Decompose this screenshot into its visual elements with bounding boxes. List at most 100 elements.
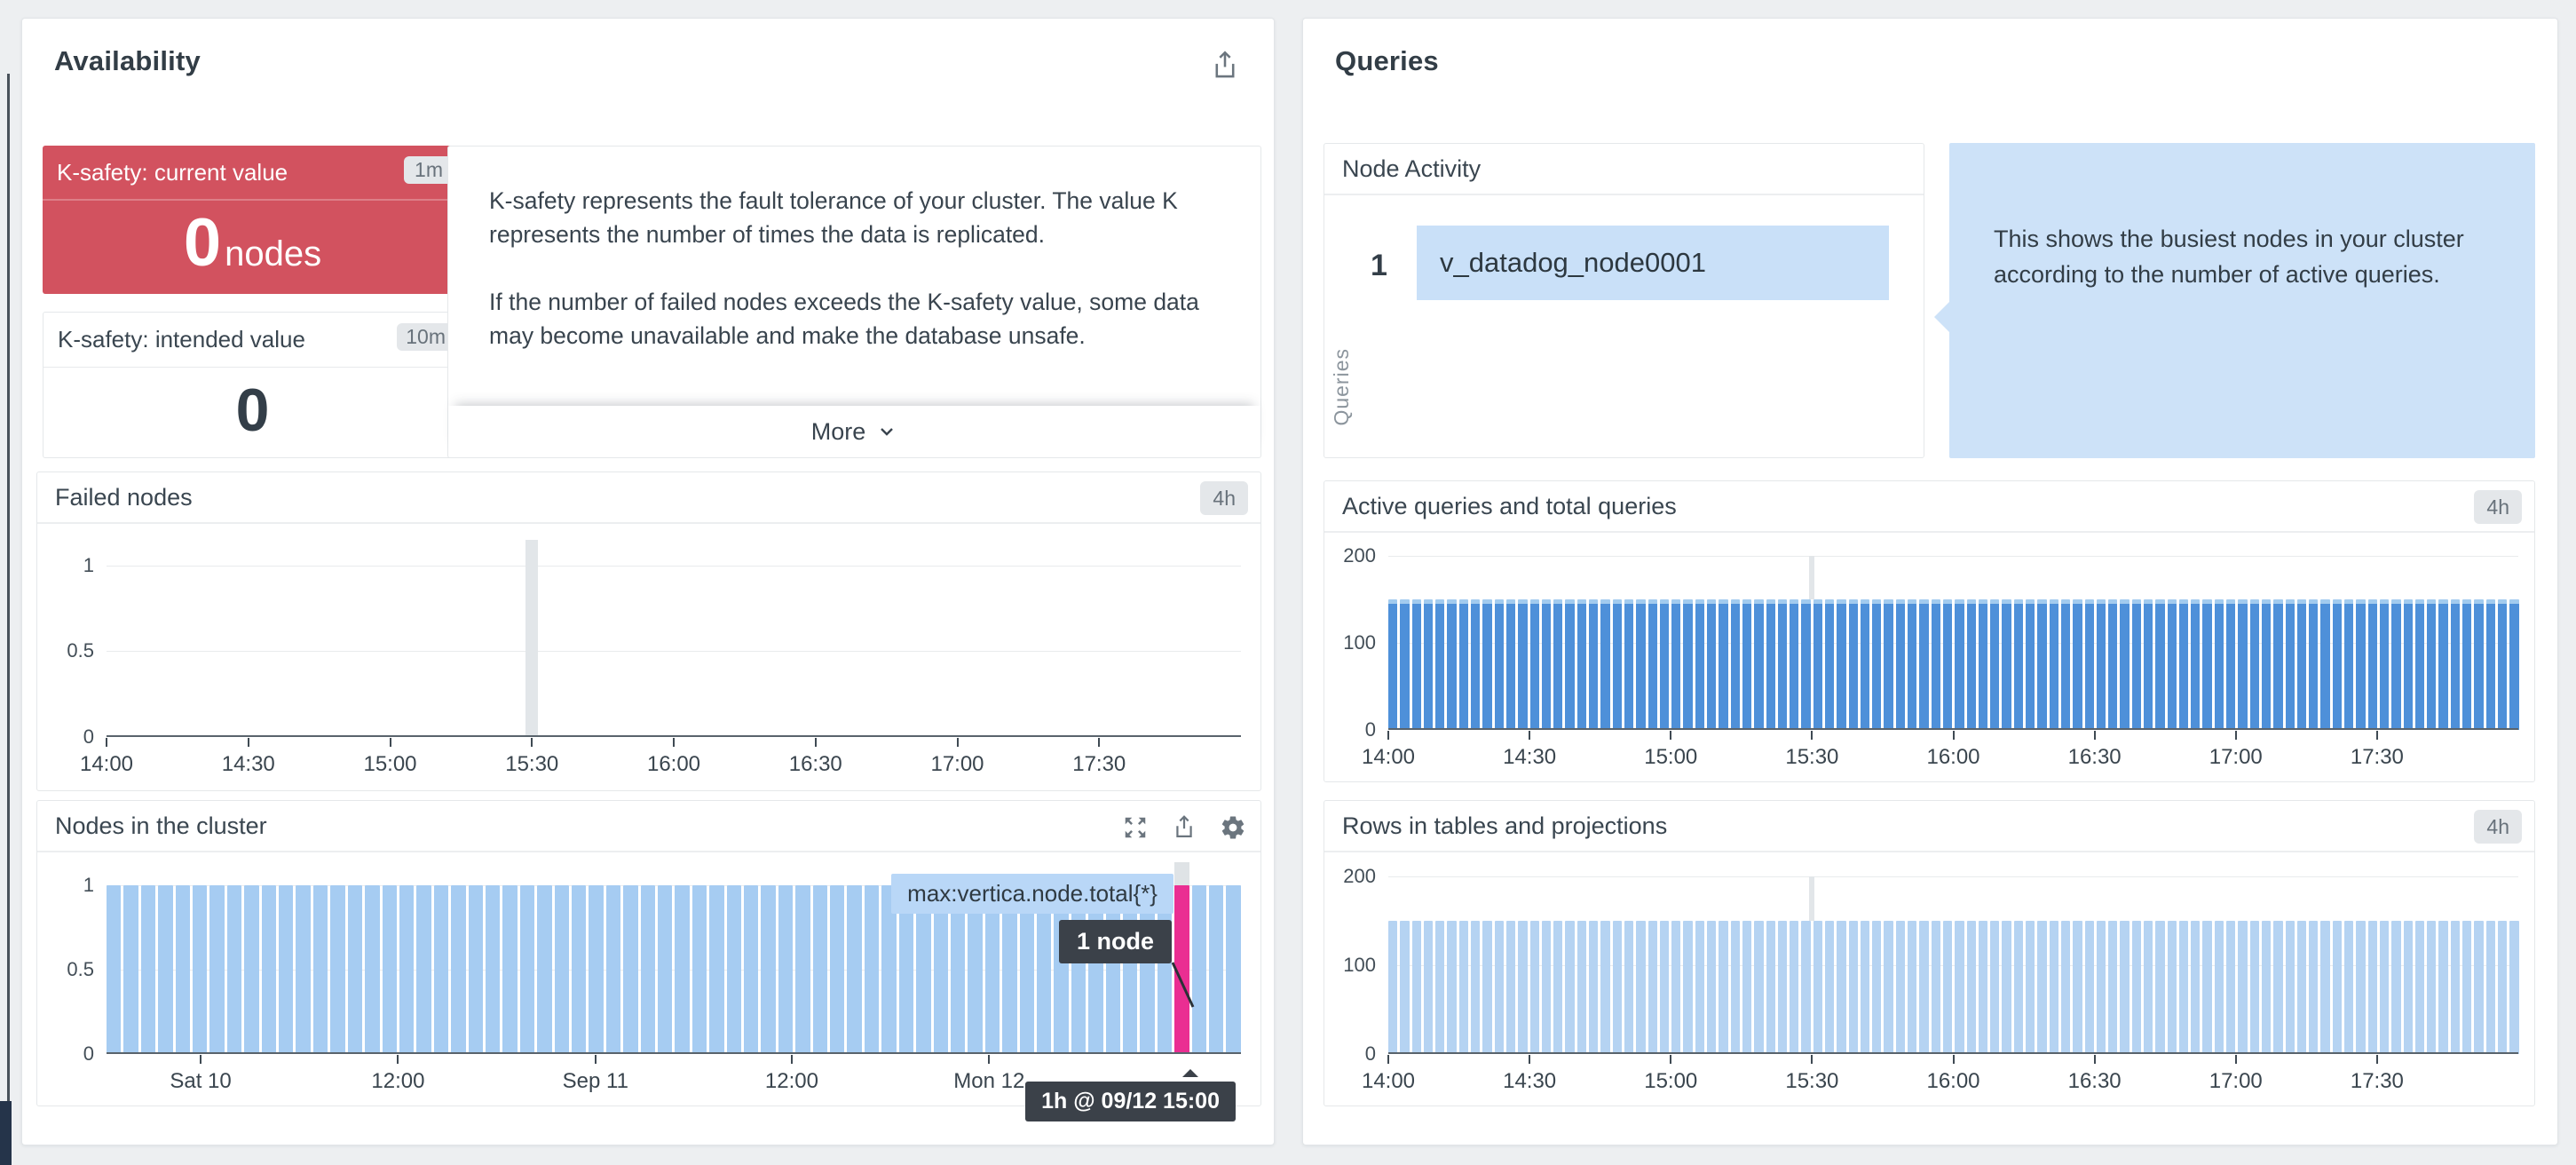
chart-bar[interactable] [881,885,897,1054]
chart-bar[interactable] [2202,599,2212,730]
chart-bar[interactable] [2332,920,2343,1054]
chart-bar[interactable] [1978,599,1988,730]
chart-bar[interactable] [1895,920,1906,1054]
chart-bar[interactable] [2131,599,2141,730]
chart-bar[interactable] [1860,920,1870,1054]
chart-bar[interactable] [968,885,983,1054]
chart-bar[interactable] [1659,920,1670,1054]
chart-bar[interactable] [1978,920,1988,1054]
chart-bar[interactable] [2438,920,2448,1054]
chart-bar[interactable] [1966,599,1976,730]
chart-bar[interactable] [1824,599,1835,730]
chart-bar[interactable] [1942,599,1953,730]
chart-bar[interactable] [1801,920,1811,1054]
plot-area[interactable]: 0 0.5 1 14:00 14:30 15:00 15:30 16:00 16:30 17:00… [67,540,1241,776]
chart-bar[interactable] [2309,599,2319,730]
failed-nodes-chart[interactable]: 0 0.5 1 14:00 14:30 15:00 15:30 16:00 16:30 17:00… [37,524,1260,790]
more-button[interactable]: More [448,406,1260,457]
chart-bar[interactable] [1529,599,1539,730]
chart-bar[interactable] [158,885,173,1054]
chart-bar[interactable] [2238,920,2248,1054]
chart-bar[interactable] [812,885,828,1054]
chart-bar[interactable] [2060,920,2071,1054]
chart-bar[interactable] [2474,599,2484,730]
chart-bar[interactable] [1683,920,1693,1054]
chart-bar[interactable] [2037,599,2047,730]
chart-bar[interactable] [1955,599,1964,730]
chart-bar[interactable] [2202,920,2212,1054]
chart-bar[interactable] [1837,599,1846,730]
chart-bar[interactable] [1423,599,1434,730]
chart-bar[interactable] [571,885,587,1054]
chart-bar[interactable] [2037,920,2047,1054]
chart-bar[interactable] [1541,599,1552,730]
chart-bar[interactable] [2367,920,2377,1054]
chart-bar[interactable] [1848,599,1858,730]
chart-bar[interactable] [605,885,621,1054]
expand-icon[interactable] [1122,814,1149,841]
chart-bar[interactable] [2391,920,2401,1054]
chart-bar[interactable] [1471,920,1481,1054]
chart-bar[interactable] [1824,920,1835,1054]
chart-bar[interactable] [778,885,794,1054]
chart-bar[interactable] [1730,920,1740,1054]
chart-bar[interactable] [2144,920,2153,1054]
chart-bar[interactable] [2049,599,2058,730]
chart-bar[interactable] [1624,599,1634,730]
chart-bar[interactable] [2060,599,2071,730]
chart-bar[interactable] [312,885,328,1054]
nodes-in-cluster-chart[interactable]: max:vertica.node.total{*} 1 node 1h @ 09… [37,852,1260,1121]
chart-bar[interactable] [1671,920,1681,1054]
chart-bar[interactable] [916,885,931,1054]
chart-bar[interactable] [1908,920,1917,1054]
chart-bar[interactable] [2427,599,2437,730]
chart-bar[interactable] [2320,599,2330,730]
chart-bar[interactable] [1895,599,1906,730]
rows-tables-chart[interactable]: 0 100 200 14:00 14:30 15:00 15:30 16:00 16:30 17:… [1324,852,2534,1106]
chart-bar[interactable] [1955,920,1964,1054]
chart-bar[interactable] [1777,599,1788,730]
chart-bar[interactable] [1494,920,1504,1054]
chart-bar[interactable] [1813,920,1822,1054]
chart-bar[interactable] [984,885,1000,1054]
active-queries-chart[interactable]: 0 100 200 14:00 14:30 15:00 15:30 16:00 16:30 17:… [1324,533,2534,781]
plot-area[interactable]: 0 100 200 14:00 14:30 15:00 15:30 16:00 16:30 17:… [1343,544,2519,769]
chart-bar[interactable] [795,885,810,1054]
chart-bar[interactable] [2249,920,2259,1054]
chart-bar[interactable] [1790,920,1799,1054]
chart-bar[interactable] [1742,599,1752,730]
chart-bar[interactable] [1002,885,1017,1054]
chart-bar[interactable] [2238,599,2248,730]
chart-bar[interactable] [1411,599,1421,730]
chart-bar[interactable] [1191,885,1206,1054]
chart-bar[interactable] [2403,599,2413,730]
chart-bar[interactable] [1777,920,1788,1054]
export-icon[interactable] [1172,813,1197,842]
chart-bar[interactable] [1848,920,1858,1054]
chart-bar[interactable] [1919,920,1929,1054]
chart-bar[interactable] [1518,920,1528,1054]
chart-bar[interactable] [1966,920,1976,1054]
chart-bar[interactable] [1589,920,1599,1054]
chart-bar[interactable] [1695,599,1705,730]
chart-bar[interactable] [1671,599,1681,730]
chart-bar[interactable] [1423,920,1434,1054]
chart-bar[interactable] [537,885,552,1054]
chart-bar[interactable] [2285,599,2295,730]
chart-bar[interactable] [2356,599,2366,730]
chart-bar[interactable] [2191,920,2201,1054]
chart-bar[interactable] [2084,920,2094,1054]
chart-bar[interactable] [2344,920,2354,1054]
chart-bar[interactable] [1435,599,1445,730]
chart-bar[interactable] [744,885,759,1054]
chart-bar[interactable] [2497,599,2508,730]
chart-bar[interactable] [2296,920,2307,1054]
chart-bar[interactable] [468,885,483,1054]
chart-bar[interactable] [1683,599,1693,730]
chart-bar[interactable] [1565,920,1575,1054]
chart-bar[interactable] [2013,599,2024,730]
chart-bar[interactable] [209,885,225,1054]
chart-bar[interactable] [2344,599,2354,730]
chart-bar[interactable] [416,885,431,1054]
chart-bar[interactable] [2485,599,2495,730]
